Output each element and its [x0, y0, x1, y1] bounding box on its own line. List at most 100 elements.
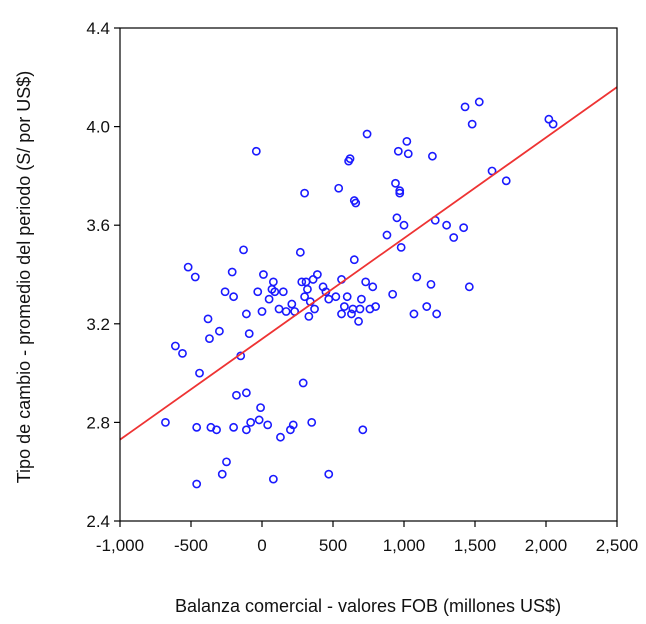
data-point: [222, 457, 231, 467]
data-point: [212, 425, 221, 435]
data-point: [345, 154, 355, 164]
x-axis-title: Balanza comercial - valores FOB (millone…: [175, 596, 561, 616]
data-point: [263, 420, 273, 430]
plot-frame: [119, 27, 618, 522]
data-point: [229, 292, 238, 302]
points-layer: [161, 97, 558, 489]
data-point: [324, 469, 334, 479]
data-point: [467, 119, 477, 129]
data-point: [358, 425, 368, 435]
data-point: [354, 316, 363, 326]
ticks-layer: -1,000 -500 0 500 1,000 1,500 2,000 2,500 2.4 2.8…: [86, 19, 638, 555]
data-point: [347, 309, 356, 319]
data-point: [392, 213, 402, 223]
data-point: [241, 309, 251, 319]
data-point: [276, 432, 285, 442]
data-point: [427, 151, 437, 161]
data-point: [337, 309, 346, 319]
data-point: [303, 284, 312, 294]
data-point: [264, 294, 274, 304]
data-point: [312, 270, 322, 279]
data-point: [474, 97, 484, 107]
data-point: [205, 334, 214, 343]
data-point: [300, 292, 309, 302]
x-tick-label: -1,000: [96, 536, 144, 555]
data-point: [310, 304, 319, 314]
data-point: [426, 279, 436, 289]
data-point: [288, 420, 298, 430]
data-point: [192, 422, 202, 432]
data-point: [178, 348, 187, 358]
x-tick-label: 1,500: [454, 536, 497, 555]
data-point: [295, 247, 305, 257]
data-point: [403, 149, 413, 159]
data-point: [351, 198, 361, 208]
data-point: [304, 312, 314, 321]
data-point: [308, 275, 318, 284]
data-point: [244, 329, 254, 339]
y-axis-title: Tipo de cambio - promedio del periodo (S…: [14, 71, 34, 484]
data-point: [203, 314, 213, 324]
data-point: [460, 102, 470, 112]
data-point: [300, 188, 309, 198]
data-point: [239, 245, 248, 255]
data-point: [170, 341, 180, 351]
data-point: [220, 287, 230, 297]
data-point: [432, 309, 442, 319]
data-point: [349, 255, 359, 265]
data-point: [393, 146, 403, 156]
data-point: [391, 178, 400, 188]
data-point: [161, 417, 170, 427]
data-point: [331, 292, 341, 302]
data-point: [388, 289, 398, 299]
data-point: [459, 223, 469, 233]
data-point: [464, 282, 474, 292]
data-point: [487, 166, 497, 176]
data-point: [412, 272, 422, 282]
data-point: [281, 307, 291, 316]
data-point: [229, 422, 238, 432]
data-point: [246, 417, 256, 427]
data-point: [287, 299, 297, 309]
data-point: [356, 294, 366, 304]
data-point: [396, 242, 406, 252]
y-tick-label: 3.2: [86, 315, 110, 334]
data-point: [342, 292, 352, 302]
data-point: [192, 479, 202, 489]
data-point: [422, 302, 432, 311]
data-point: [254, 415, 264, 425]
data-point: [544, 114, 554, 124]
data-point: [409, 309, 419, 319]
y-tick-label: 2.8: [86, 413, 110, 432]
data-point: [259, 270, 268, 279]
data-point: [307, 417, 317, 427]
data-point: [268, 277, 278, 287]
y-tick-label: 2.4: [86, 512, 110, 531]
data-point: [361, 277, 371, 287]
data-point: [501, 176, 511, 186]
data-point: [402, 136, 412, 146]
data-point: [368, 282, 378, 292]
data-point: [217, 469, 227, 479]
y-tick-label: 4.4: [86, 19, 110, 38]
data-point: [382, 230, 392, 240]
data-point: [270, 287, 280, 297]
data-point: [395, 186, 405, 196]
data-point: [232, 390, 241, 400]
data-point: [253, 287, 263, 297]
data-point: [241, 388, 251, 398]
data-point: [355, 304, 365, 314]
y-tick-label: 3.6: [86, 216, 110, 235]
data-point: [183, 262, 193, 272]
data-point: [362, 129, 372, 139]
data-point: [348, 304, 358, 314]
data-point: [190, 272, 200, 282]
data-point: [449, 233, 459, 242]
data-point: [399, 220, 409, 230]
data-point: [278, 287, 288, 297]
data-point: [214, 326, 224, 336]
data-point: [297, 277, 307, 287]
data-point: [548, 119, 558, 129]
data-point: [256, 403, 265, 413]
